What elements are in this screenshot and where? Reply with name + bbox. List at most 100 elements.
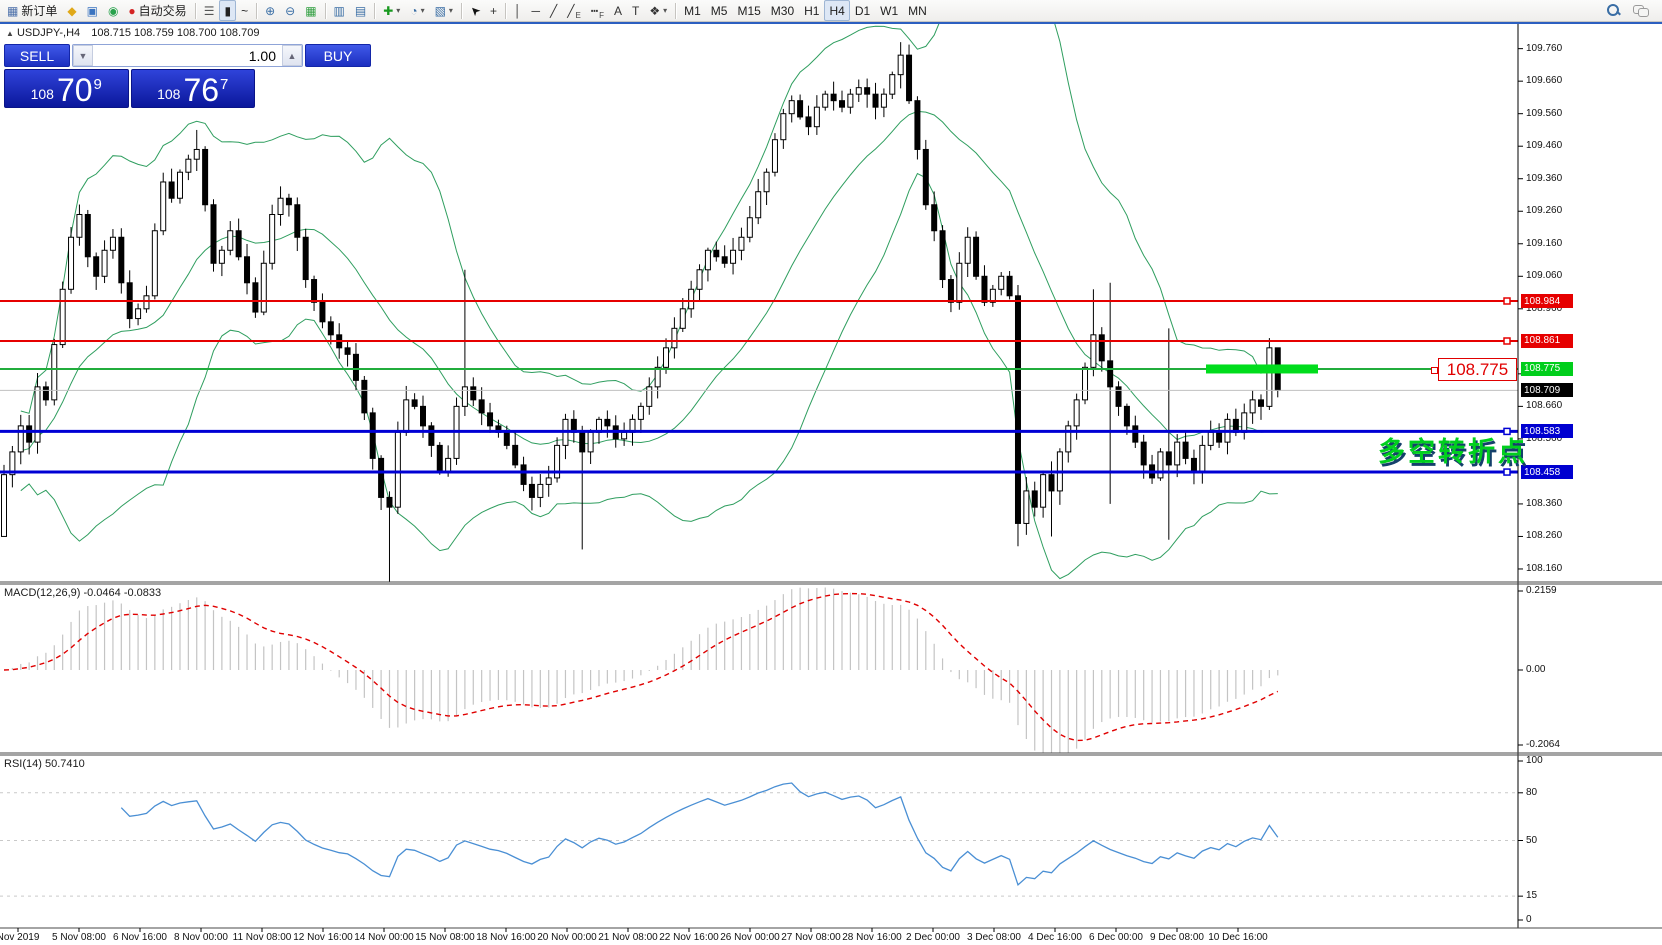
bullish-candle [654,366,661,388]
timeframe-mn-button[interactable]: MN [903,0,932,21]
bullish-candle [445,457,452,472]
volume-decrease-button[interactable]: ▼ [73,45,93,66]
bullish-candle [587,431,594,453]
line-anchor-marker[interactable] [1503,297,1511,305]
bearish-candle [914,100,921,150]
arrows-tool-icon: ❖ [649,3,661,18]
horizontal-line-tool-button[interactable]: ─ [527,0,546,21]
crosshair-tool-icon: + [490,3,498,18]
bearish-candle [311,279,318,303]
zoom-out-button[interactable]: ⊖ [280,0,300,21]
volume-input[interactable] [93,45,282,66]
tool-subscript: E [575,11,581,20]
zoom-in-button[interactable]: ⊕ [260,0,280,21]
dropdown-arrow-icon[interactable]: ▾ [448,6,453,15]
tile-windows-button[interactable]: ▦ [300,0,321,21]
dropdown-arrow-icon[interactable]: ▾ [663,6,668,15]
bullish-candle [704,249,711,271]
buy-price-display[interactable]: 108 76 7 [130,69,255,108]
bearish-candle [319,301,326,323]
timeframe-h1-button[interactable]: H1 [799,0,824,21]
bearish-candle [294,204,301,238]
timeframe-w1-button[interactable]: W1 [875,0,903,21]
search-icon[interactable] [1606,3,1621,18]
bearish-candle [210,204,217,264]
toolbar-separator [374,2,376,19]
timeframe-m5-button[interactable]: M5 [706,0,733,21]
text-tool-button[interactable]: A [609,0,627,21]
price-tick-label: 109.460 [1526,140,1563,152]
chart-note-text[interactable]: 多空转折点 [1378,437,1528,467]
line-anchor-marker[interactable] [1503,337,1511,345]
cursor-tool-button[interactable]: ➤ [465,0,485,21]
chat-icon[interactable] [1633,3,1649,18]
crosshair-tool-button[interactable]: + [485,0,502,21]
bearish-candle [369,412,376,459]
time-axis-label: 4 Dec 16:00 [1028,932,1082,943]
bullish-candle [730,249,737,264]
timeframe-m15-button[interactable]: M15 [732,0,765,21]
bullish-candle [1157,451,1164,479]
add-indicator-button[interactable]: ✚ ▾ [378,0,405,21]
bullish-candle [537,483,544,498]
fibonacci-tool-button[interactable]: ┅ F [586,0,609,21]
signals-button[interactable]: ◉ [103,0,123,21]
timeframe-d1-button[interactable]: D1 [850,0,875,21]
market-watch-button[interactable]: ◆ [62,0,81,21]
time-axis-label: 8 Nov 00:00 [174,932,228,943]
channel-tool-button[interactable]: ╱ E [562,0,586,21]
timeframe-m1-button[interactable]: M1 [679,0,706,21]
price-flag-anchor[interactable] [1431,367,1438,374]
price-tick-label: 109.760 [1526,42,1563,54]
bearish-candle [428,425,435,446]
bullish-candle [1040,474,1047,508]
line-anchor-marker[interactable] [1503,468,1511,476]
sell-price-display[interactable]: 108 70 9 [4,69,129,108]
arrange-windows-button[interactable]: ▥ [329,0,350,21]
volume-increase-button[interactable]: ▲ [282,45,302,66]
new-order-button[interactable]: ▦ 新订单 [2,0,62,21]
line-anchor-marker[interactable] [1503,427,1511,436]
bullish-candle [269,213,276,264]
bearish-candle [344,347,351,355]
navigator-button[interactable]: ▣ [82,0,103,21]
timeframe-h4-button[interactable]: H4 [824,0,850,21]
period-menu-button[interactable]: ◔ ▾ [405,0,429,21]
trendline-tool-button[interactable]: ╱ [545,0,562,21]
bullish-candle [663,347,670,368]
sell-button[interactable]: SELL [4,44,70,67]
timeframe-m30-button[interactable]: M30 [766,0,799,21]
horizontal-line-tool-icon: ─ [531,3,541,18]
candlestick-chart-button[interactable]: ▮ [219,0,237,21]
template-menu-button[interactable]: ▧ ▾ [430,0,458,21]
bullish-candle [151,230,158,297]
vertical-line-tool-button[interactable]: │ [509,0,527,21]
price-level-flag[interactable]: 108.775 [1438,358,1517,381]
line-chart-button[interactable]: ~ [236,0,253,21]
bearish-candle [1123,405,1130,427]
arrows-tool-button[interactable]: ❖ ▾ [644,0,672,21]
price-level-label: 108.709 [1521,383,1573,398]
bearish-candle [1006,275,1013,297]
dropdown-arrow-icon[interactable]: ▾ [396,6,401,15]
dropdown-arrow-icon[interactable]: ▾ [420,6,425,15]
bullish-candle [637,405,644,420]
timeframe-d1-button-label: D1 [854,3,871,18]
candlestick-chart-icon: ▮ [224,3,232,18]
price-tick-label: 109.160 [1526,237,1563,249]
buy-button[interactable]: BUY [305,44,371,67]
bullish-candle [403,399,410,433]
rsi-line [120,782,1279,887]
macd-tick-label: 0.00 [1526,664,1546,675]
period-menu-icon: ◔ [410,3,418,18]
collapse-icon[interactable]: ▲ [6,29,14,38]
autotrading-button[interactable]: ● 自动交易 [123,0,191,21]
label-tool-button[interactable]: T [627,0,644,21]
bar-chart-button[interactable]: ☰ [199,0,220,21]
cascade-windows-button[interactable]: ▤ [350,0,371,21]
highlighted-level-segment[interactable] [1206,364,1318,374]
bullish-candle [780,113,787,141]
bearish-candle [830,93,837,102]
bullish-candle [847,93,854,108]
